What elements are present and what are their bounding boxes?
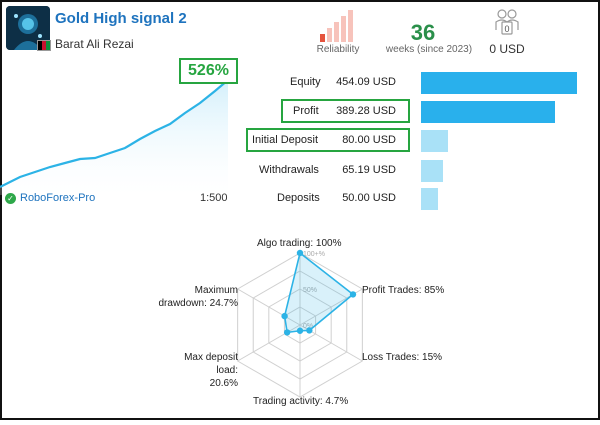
- radar-grid-label: 0%: [303, 323, 313, 330]
- stat-value: 65.19 USD: [342, 164, 396, 176]
- reliability-label: Reliability: [316, 44, 360, 55]
- radar-label-profit-trades: Profit Trades: 85%: [362, 285, 445, 296]
- stat-label: Deposits: [277, 192, 320, 204]
- stat-bar-withdrawals: [421, 160, 443, 182]
- subscription-price: 0 USD: [489, 42, 525, 56]
- stat-bar-initial-deposit: [421, 130, 448, 152]
- radar-point: [349, 291, 357, 298]
- radar-label-algo: Algo trading: 100%: [257, 238, 342, 249]
- radar-chart: 100+% 50% 0% Algo trading: 100% Profit Tra…: [0, 230, 600, 420]
- stat-bar-equity: [421, 72, 577, 94]
- stat-value: 454.09 USD: [336, 76, 396, 88]
- stat-bar-profit: [421, 101, 555, 123]
- radar-label-trading-activity: Trading activity: 4.7%: [253, 396, 349, 407]
- radar-point: [283, 329, 291, 336]
- stat-value: 80.00 USD: [342, 134, 396, 146]
- broker-link[interactable]: RoboForex-Pro: [20, 192, 96, 204]
- afghanistan-flag-icon: [37, 40, 51, 51]
- radar-point: [281, 312, 288, 320]
- radar-label-max-deposit-load: Max deposit load: 20.6%: [184, 352, 238, 389]
- signal-title[interactable]: Gold High signal 2: [55, 10, 187, 27]
- broker-check-icon: ✓: [5, 193, 16, 204]
- stat-equity: Equity 454.09 USD: [248, 72, 408, 94]
- subscribers-icon: 0: [494, 8, 520, 43]
- stat-deposits: Deposits 50.00 USD: [248, 188, 408, 210]
- radar-series-area: [283, 251, 355, 334]
- stat-label: Equity: [290, 76, 321, 88]
- weeks-count: 36: [410, 20, 436, 45]
- stat-initial-deposit: Initial Deposit 80.00 USD: [248, 130, 408, 152]
- radar-grid-label: 100+%: [303, 251, 325, 258]
- growth-area: [0, 80, 228, 195]
- stat-value: 50.00 USD: [342, 192, 396, 204]
- leverage-value: 1:500: [200, 192, 228, 204]
- radar-point: [306, 327, 313, 334]
- stat-label: Withdrawals: [259, 164, 319, 176]
- stat-withdrawals: Withdrawals 65.19 USD: [248, 160, 408, 182]
- radar-label-max-drawdown: Maximum drawdown: 24.7%: [158, 285, 239, 309]
- radar-point: [296, 249, 304, 257]
- author-name[interactable]: Barat Ali Rezai: [55, 37, 134, 51]
- subscribers-count: 0: [504, 24, 509, 34]
- growth-percent: 526%: [179, 58, 238, 84]
- growth-line: [0, 79, 229, 188]
- weeks-label: weeks (since 2023): [385, 44, 473, 55]
- radar-label-loss-trades: Loss Trades: 15%: [362, 352, 443, 363]
- stat-label: Initial Deposit: [252, 134, 319, 146]
- profit-highlight-box: [281, 99, 410, 123]
- stat-bar-deposits: [421, 188, 438, 210]
- reliability-bars-icon: [318, 8, 358, 47]
- radar-point: [296, 327, 304, 334]
- stat-value: 389.28 USD: [336, 105, 396, 117]
- stat-label: Profit: [293, 105, 319, 117]
- radar-spoke: [237, 288, 301, 326]
- initial-deposit-highlight-box: [246, 128, 410, 152]
- radar-grid-label: 50%: [303, 287, 317, 294]
- stat-profit: Profit 389.28 USD: [248, 101, 408, 123]
